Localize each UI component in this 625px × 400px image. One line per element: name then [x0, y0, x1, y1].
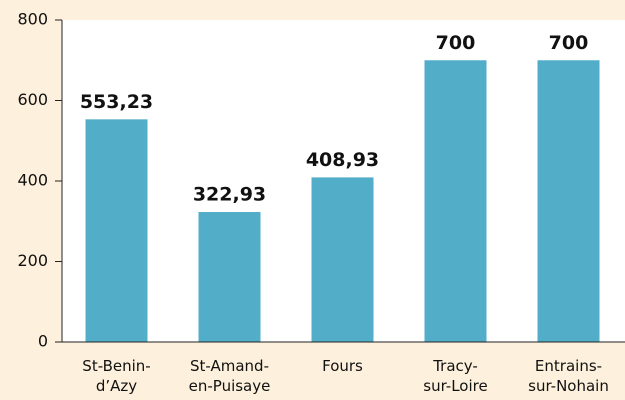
value-label: 700	[549, 32, 589, 54]
bar	[85, 119, 148, 343]
x-tick-label: Entrains-sur-Nohain	[528, 357, 609, 395]
value-label: 700	[436, 32, 476, 54]
value-label: 553,23	[80, 91, 153, 113]
y-tick-label: 0	[38, 332, 48, 351]
x-tick-label-line: Fours	[322, 357, 363, 375]
bar	[198, 212, 261, 342]
x-tick-label-line: Entrains-	[535, 357, 602, 375]
x-tick-label-line: en-Puisaye	[189, 377, 271, 395]
x-tick-label: St-Amand-en-Puisaye	[189, 357, 271, 395]
x-tick-label-line: St-Amand-	[190, 357, 269, 375]
bar	[537, 60, 600, 342]
x-tick-label-line: Tracy-	[432, 357, 478, 375]
x-tick-label-line: d’Azy	[96, 377, 137, 395]
x-tick-label-line: St-Benin-	[82, 357, 150, 375]
x-tick-label-line: sur-Nohain	[528, 377, 609, 395]
y-tick-label: 200	[17, 251, 48, 270]
y-tick-label: 400	[17, 171, 48, 190]
x-tick-label: Tracy-sur-Loire	[423, 357, 487, 395]
x-tick-label: St-Benin-d’Azy	[82, 357, 150, 395]
y-tick-label: 600	[17, 90, 48, 109]
bar	[424, 60, 487, 342]
value-label: 322,93	[193, 184, 266, 206]
x-tick-label-line: sur-Loire	[423, 377, 487, 395]
value-label: 408,93	[306, 149, 379, 171]
y-tick-label: 800	[17, 10, 48, 29]
x-tick-label: Fours	[322, 357, 363, 375]
bar	[311, 177, 374, 342]
